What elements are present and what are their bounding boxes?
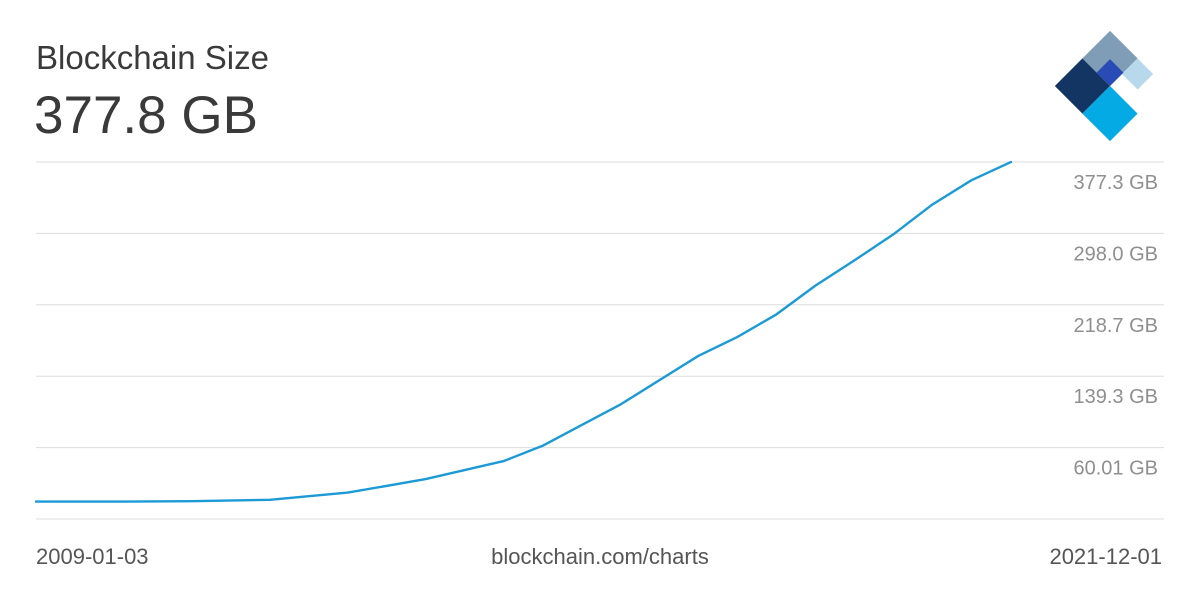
- y-tick-label: 60.01 GB: [1073, 458, 1158, 480]
- chart-title: Blockchain Size: [36, 39, 269, 76]
- source-link[interactable]: blockchain.com/charts: [491, 544, 709, 569]
- y-tick-label: 218.7 GB: [1073, 315, 1158, 337]
- grid-lines: [36, 161, 1164, 520]
- blockchain-logo-icon: [1054, 30, 1154, 142]
- y-tick-label: 139.3 GB: [1073, 386, 1158, 408]
- blockchain-size-line: [34, 160, 1013, 503]
- x-start-date: 2009-01-03: [36, 544, 149, 569]
- y-tick-labels: 377.3 GB 298.0 GB 218.7 GB 139.3 GB 60.01 GB: [1073, 172, 1158, 480]
- x-end-date: 2021-12-01: [1049, 544, 1162, 569]
- y-tick-label: 377.3 GB: [1073, 172, 1158, 194]
- y-tick-label: 298.0 GB: [1073, 243, 1158, 265]
- current-value: 377.8 GB: [34, 86, 258, 145]
